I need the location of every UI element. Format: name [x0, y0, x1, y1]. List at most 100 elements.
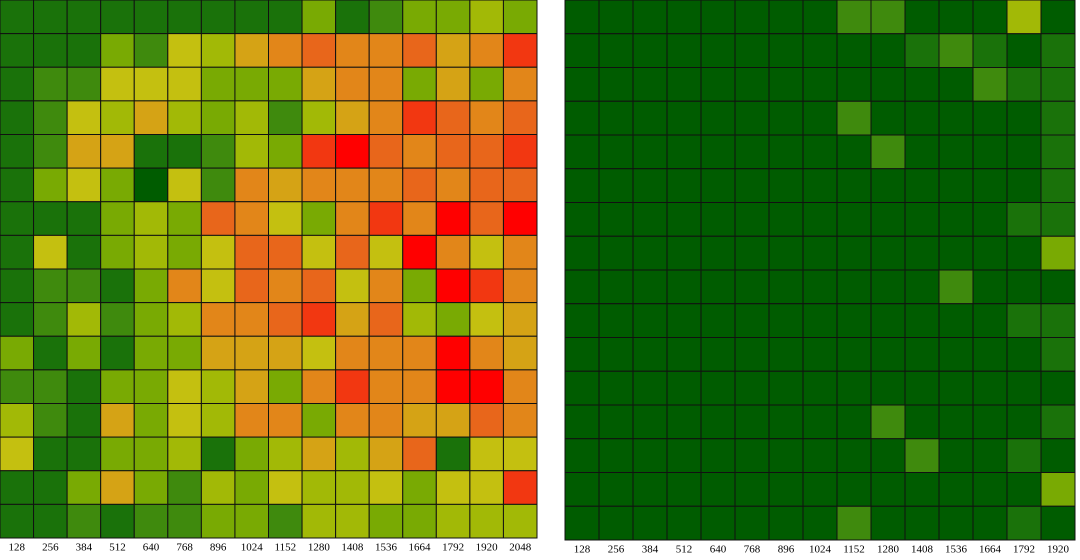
heatmap-cell	[200, 0, 236, 35]
heatmap-cell	[1040, 472, 1076, 507]
heatmap-cell	[666, 303, 702, 338]
heatmap-cell	[200, 302, 236, 337]
heatmap-cell	[268, 33, 303, 68]
heatmap-cell	[1040, 134, 1076, 170]
heatmap-cell	[904, 472, 940, 507]
heatmap-cell	[904, 168, 940, 203]
heatmap-cell	[368, 234, 404, 270]
heatmap-cell	[666, 33, 702, 68]
heatmap-cell	[66, 403, 102, 438]
heatmap-cell	[836, 168, 872, 203]
heatmap-cell	[836, 505, 872, 541]
heatmap-cell	[167, 33, 202, 68]
heatmap-cell	[301, 0, 337, 35]
heatmap-cell	[402, 470, 437, 505]
heatmap-cell	[0, 201, 35, 236]
heatmap-cell	[632, 303, 668, 338]
heatmap-cell	[802, 235, 838, 271]
heatmap-cell	[268, 100, 303, 135]
heatmap-cell	[768, 303, 804, 338]
x-tick-label: 256	[608, 544, 625, 556]
heatmap-cell	[502, 33, 538, 68]
heatmap-cell	[502, 369, 538, 404]
heatmap-cell	[268, 470, 303, 505]
heatmap-cell	[802, 438, 838, 473]
heatmap-cell	[368, 470, 404, 505]
heatmap-cell	[469, 403, 504, 438]
heatmap-cell	[666, 202, 702, 237]
heatmap-cell	[33, 33, 68, 68]
heatmap-cell	[972, 235, 1008, 271]
heatmap-cell	[100, 134, 135, 169]
heatmap-cell	[133, 100, 169, 135]
heatmap-cell	[335, 302, 370, 337]
heatmap-cell	[598, 33, 634, 68]
heatmap-cell	[598, 303, 634, 338]
heatmap-cell	[335, 268, 370, 304]
heatmap-cell	[66, 33, 102, 68]
heatmap-cell	[632, 505, 668, 541]
heatmap-cell	[1006, 100, 1042, 136]
heatmap-cell	[435, 234, 471, 270]
heatmap-cell	[836, 134, 872, 170]
heatmap-cell	[133, 66, 169, 102]
heatmap-cell	[870, 438, 906, 473]
heatmap-cell	[234, 503, 269, 539]
heatmap-cell	[301, 403, 337, 438]
heatmap-cell	[700, 370, 736, 406]
heatmap-cell	[972, 33, 1008, 68]
heatmap-cell	[836, 0, 872, 35]
heatmap-cell	[133, 503, 169, 539]
heatmap-cell	[402, 369, 437, 404]
heatmap-cell	[598, 100, 634, 136]
heatmap-cell	[133, 134, 169, 169]
heatmap-cell	[700, 100, 736, 136]
heatmap-cell	[368, 167, 404, 203]
heatmap-cell	[870, 505, 906, 541]
heatmap-cell	[469, 234, 504, 270]
heatmap-cell	[802, 370, 838, 406]
heatmap-cell	[700, 134, 736, 170]
heatmap-cell	[768, 134, 804, 170]
heatmap-cell	[435, 503, 471, 539]
heatmap-cell	[1040, 303, 1076, 338]
heatmap-cell	[836, 269, 872, 305]
heatmap-cell	[469, 470, 504, 505]
heatmap-cell	[802, 337, 838, 372]
x-tick-label: 1536	[375, 542, 398, 554]
x-tick-label: 128	[574, 544, 591, 556]
heatmap-cell	[0, 470, 35, 505]
heatmap-cell	[734, 33, 770, 68]
heatmap-cell	[700, 67, 736, 102]
heatmap-cell	[502, 234, 538, 270]
heatmap-cell	[666, 337, 702, 372]
heatmap-cell	[301, 234, 337, 270]
heatmap-cell	[1040, 404, 1076, 440]
heatmap-cell	[904, 337, 940, 372]
heatmap-cell	[632, 472, 668, 507]
heatmap-cell	[1040, 33, 1076, 68]
x-tick-label: 640	[143, 542, 160, 554]
heatmap-cell	[33, 100, 68, 135]
heatmap-cell	[768, 100, 804, 136]
heatmap-cell	[1040, 370, 1076, 406]
heatmap-cell	[66, 134, 102, 169]
heatmap-cell	[435, 201, 471, 236]
heatmap-cell	[368, 335, 404, 371]
heatmap-cell	[0, 0, 35, 35]
heatmap-cell	[972, 67, 1008, 102]
heatmap-cell	[133, 302, 169, 337]
heatmap-cell	[598, 235, 634, 271]
heatmap-cell	[904, 33, 940, 68]
heatmap-cell	[564, 505, 600, 541]
heatmap-cell	[734, 0, 770, 35]
heatmap-cell	[167, 470, 202, 505]
heatmap-cell	[402, 167, 437, 203]
heatmap-cell	[938, 404, 974, 440]
x-tick-label: 128	[9, 542, 26, 554]
heatmap-cell	[598, 404, 634, 440]
x-tick-label: 1536	[945, 544, 968, 556]
heatmap-cell	[100, 436, 135, 472]
heatmap-cell	[836, 67, 872, 102]
